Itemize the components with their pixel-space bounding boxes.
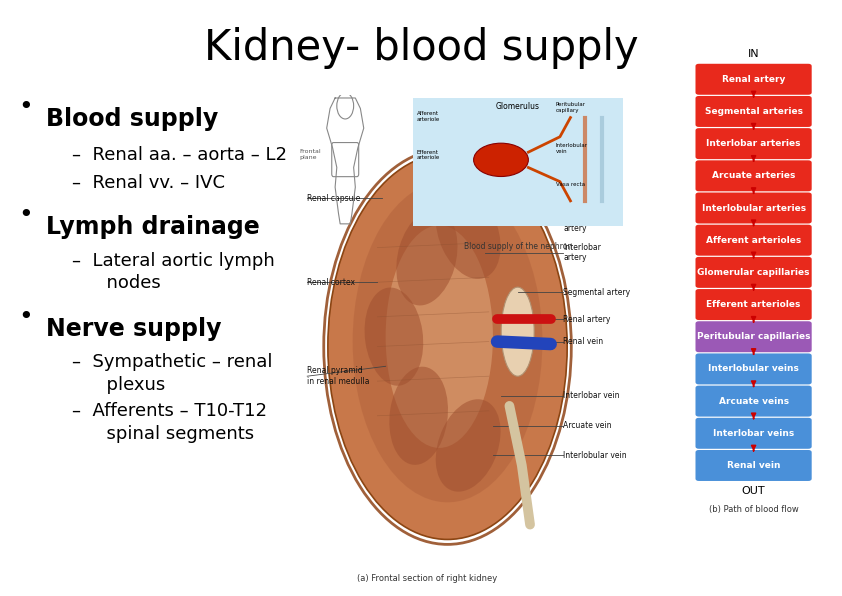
Text: •: • [18,203,33,226]
Text: Arcuate vein: Arcuate vein [563,421,611,430]
Text: Interlobar arteries: Interlobar arteries [706,139,801,148]
FancyBboxPatch shape [695,450,812,481]
Text: –  Afferents – T10-T12
      spinal segments: – Afferents – T10-T12 spinal segments [72,402,267,443]
Text: Nerve supply: Nerve supply [46,317,221,341]
Text: Renal artery: Renal artery [563,315,610,324]
Text: Renal capsule: Renal capsule [307,194,360,203]
Text: Peritubular
capillary: Peritubular capillary [556,102,586,113]
Ellipse shape [386,225,493,448]
Text: Segmental arteries: Segmental arteries [705,107,802,116]
Ellipse shape [501,287,534,376]
Text: OUT: OUT [742,486,765,496]
Text: –  Lateral aortic lymph
      nodes: – Lateral aortic lymph nodes [72,252,274,293]
FancyBboxPatch shape [695,418,812,449]
Text: Renal cortex: Renal cortex [307,278,355,287]
FancyBboxPatch shape [695,193,812,224]
Text: –  Renal vv. – IVC: – Renal vv. – IVC [72,174,225,192]
Circle shape [473,143,529,176]
Text: –  Renal aa. – aorta – L2: – Renal aa. – aorta – L2 [72,146,286,164]
Text: Renal vein: Renal vein [563,337,603,346]
Text: Interlobular veins: Interlobular veins [708,364,799,374]
Text: Frontal
plane: Frontal plane [299,149,321,160]
Text: (a) Frontal section of right kidney: (a) Frontal section of right kidney [357,574,497,583]
Ellipse shape [328,154,568,539]
Text: Blood supply: Blood supply [46,107,219,131]
FancyBboxPatch shape [695,289,812,320]
Text: Arcuate arteries: Arcuate arteries [711,171,796,181]
Text: Afferent
arteriole: Afferent arteriole [417,111,440,122]
Text: Interlobular
artery: Interlobular artery [563,184,608,203]
Text: Interlobular arteries: Interlobular arteries [701,203,806,213]
Text: Efferent
arteriole: Efferent arteriole [417,150,440,160]
Text: Lymph drainage: Lymph drainage [46,215,260,238]
FancyBboxPatch shape [695,321,812,352]
Text: Interlobular
vein: Interlobular vein [556,143,588,154]
FancyBboxPatch shape [695,96,812,127]
FancyBboxPatch shape [695,128,812,159]
Text: Interlobular vein: Interlobular vein [563,451,626,460]
Ellipse shape [389,367,448,465]
FancyBboxPatch shape [695,160,812,191]
FancyBboxPatch shape [695,64,812,95]
Text: Vasa recta: Vasa recta [556,182,585,187]
Text: Kidney- blood supply: Kidney- blood supply [204,27,638,69]
Ellipse shape [353,181,542,502]
Text: •: • [18,305,33,329]
FancyBboxPatch shape [695,225,812,256]
Text: Glomerular capillaries: Glomerular capillaries [697,268,810,277]
Text: –  Sympathetic – renal
      plexus: – Sympathetic – renal plexus [72,353,272,394]
FancyBboxPatch shape [695,257,812,288]
Text: Blood supply of the nephron: Blood supply of the nephron [464,242,572,251]
Ellipse shape [435,399,501,492]
Text: Arcuate veins: Arcuate veins [718,396,789,406]
Text: IN: IN [748,49,759,59]
Text: Efferent arterioles: Efferent arterioles [706,300,801,309]
Text: Segmental artery: Segmental artery [563,288,630,297]
FancyBboxPatch shape [695,386,812,417]
Text: Renal pyramid
in renal medulla: Renal pyramid in renal medulla [307,367,370,386]
Ellipse shape [397,210,457,305]
Text: Interlobar veins: Interlobar veins [713,429,794,438]
Text: Arcuate
artery: Arcuate artery [563,213,593,232]
FancyBboxPatch shape [695,353,812,384]
Text: Interlobar vein: Interlobar vein [563,392,620,401]
Ellipse shape [365,287,424,386]
Text: Afferent arterioles: Afferent arterioles [706,235,802,245]
FancyBboxPatch shape [411,97,625,228]
Text: (b) Path of blood flow: (b) Path of blood flow [709,505,798,514]
Ellipse shape [435,187,501,279]
Text: Interlobar
artery: Interlobar artery [563,243,601,262]
Text: Renal vein: Renal vein [727,461,781,470]
Text: •: • [18,95,33,119]
Text: Peritubular capillaries: Peritubular capillaries [697,332,810,342]
Text: Glomerulus: Glomerulus [496,102,540,111]
Text: Renal artery: Renal artery [722,74,786,84]
